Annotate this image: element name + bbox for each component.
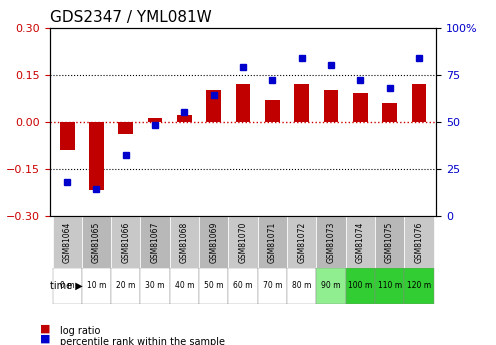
Text: GSM81068: GSM81068: [180, 221, 189, 263]
Text: GSM81065: GSM81065: [92, 221, 101, 263]
Text: GDS2347 / YML081W: GDS2347 / YML081W: [50, 10, 211, 25]
Bar: [236, 84, 250, 121]
FancyBboxPatch shape: [199, 268, 228, 304]
FancyBboxPatch shape: [375, 216, 404, 268]
FancyBboxPatch shape: [170, 216, 199, 268]
Bar: [89, 121, 104, 190]
Text: GSM81070: GSM81070: [239, 221, 248, 263]
Bar: [265, 100, 280, 121]
FancyBboxPatch shape: [111, 268, 140, 304]
FancyBboxPatch shape: [258, 268, 287, 304]
Text: 0 m: 0 m: [60, 282, 74, 290]
FancyBboxPatch shape: [199, 216, 228, 268]
Bar: [206, 90, 221, 121]
Text: 110 m: 110 m: [377, 282, 402, 290]
Text: percentile rank within the sample: percentile rank within the sample: [60, 337, 225, 345]
Text: 100 m: 100 m: [348, 282, 372, 290]
FancyBboxPatch shape: [53, 268, 82, 304]
Text: 40 m: 40 m: [175, 282, 194, 290]
Text: 120 m: 120 m: [407, 282, 431, 290]
Text: 30 m: 30 m: [145, 282, 165, 290]
Bar: [382, 103, 397, 121]
Text: GSM81075: GSM81075: [385, 221, 394, 263]
Bar: [294, 84, 309, 121]
Bar: [323, 90, 338, 121]
Text: GSM81069: GSM81069: [209, 221, 218, 263]
FancyBboxPatch shape: [287, 268, 316, 304]
FancyBboxPatch shape: [170, 268, 199, 304]
Text: 10 m: 10 m: [87, 282, 106, 290]
Text: 60 m: 60 m: [233, 282, 253, 290]
FancyBboxPatch shape: [140, 216, 170, 268]
Bar: [119, 121, 133, 134]
FancyBboxPatch shape: [53, 216, 82, 268]
FancyBboxPatch shape: [82, 268, 111, 304]
FancyBboxPatch shape: [316, 216, 346, 268]
Text: ■: ■: [40, 334, 50, 344]
FancyBboxPatch shape: [346, 268, 375, 304]
FancyBboxPatch shape: [404, 268, 434, 304]
Text: GSM81066: GSM81066: [122, 221, 130, 263]
Bar: [177, 115, 192, 121]
FancyBboxPatch shape: [316, 268, 346, 304]
FancyBboxPatch shape: [375, 268, 404, 304]
FancyBboxPatch shape: [404, 216, 434, 268]
Text: GSM81076: GSM81076: [414, 221, 424, 263]
FancyBboxPatch shape: [346, 216, 375, 268]
Text: 20 m: 20 m: [116, 282, 135, 290]
FancyBboxPatch shape: [111, 216, 140, 268]
Text: GSM81071: GSM81071: [268, 221, 277, 263]
Text: 50 m: 50 m: [204, 282, 224, 290]
FancyBboxPatch shape: [287, 216, 316, 268]
Text: 70 m: 70 m: [262, 282, 282, 290]
Text: ■: ■: [40, 323, 50, 333]
FancyBboxPatch shape: [82, 216, 111, 268]
Text: GSM81067: GSM81067: [151, 221, 160, 263]
Bar: [148, 118, 163, 121]
FancyBboxPatch shape: [140, 268, 170, 304]
Text: GSM81074: GSM81074: [356, 221, 365, 263]
FancyBboxPatch shape: [228, 268, 258, 304]
Text: GSM81072: GSM81072: [297, 221, 306, 263]
FancyBboxPatch shape: [258, 216, 287, 268]
Bar: [353, 93, 368, 121]
Text: GSM81073: GSM81073: [326, 221, 335, 263]
Text: log ratio: log ratio: [60, 326, 100, 336]
FancyBboxPatch shape: [228, 216, 258, 268]
Text: 90 m: 90 m: [321, 282, 341, 290]
Text: 80 m: 80 m: [292, 282, 311, 290]
Bar: [412, 84, 426, 121]
Text: time ▶: time ▶: [50, 281, 83, 291]
Bar: [60, 121, 74, 150]
Text: GSM81064: GSM81064: [62, 221, 72, 263]
